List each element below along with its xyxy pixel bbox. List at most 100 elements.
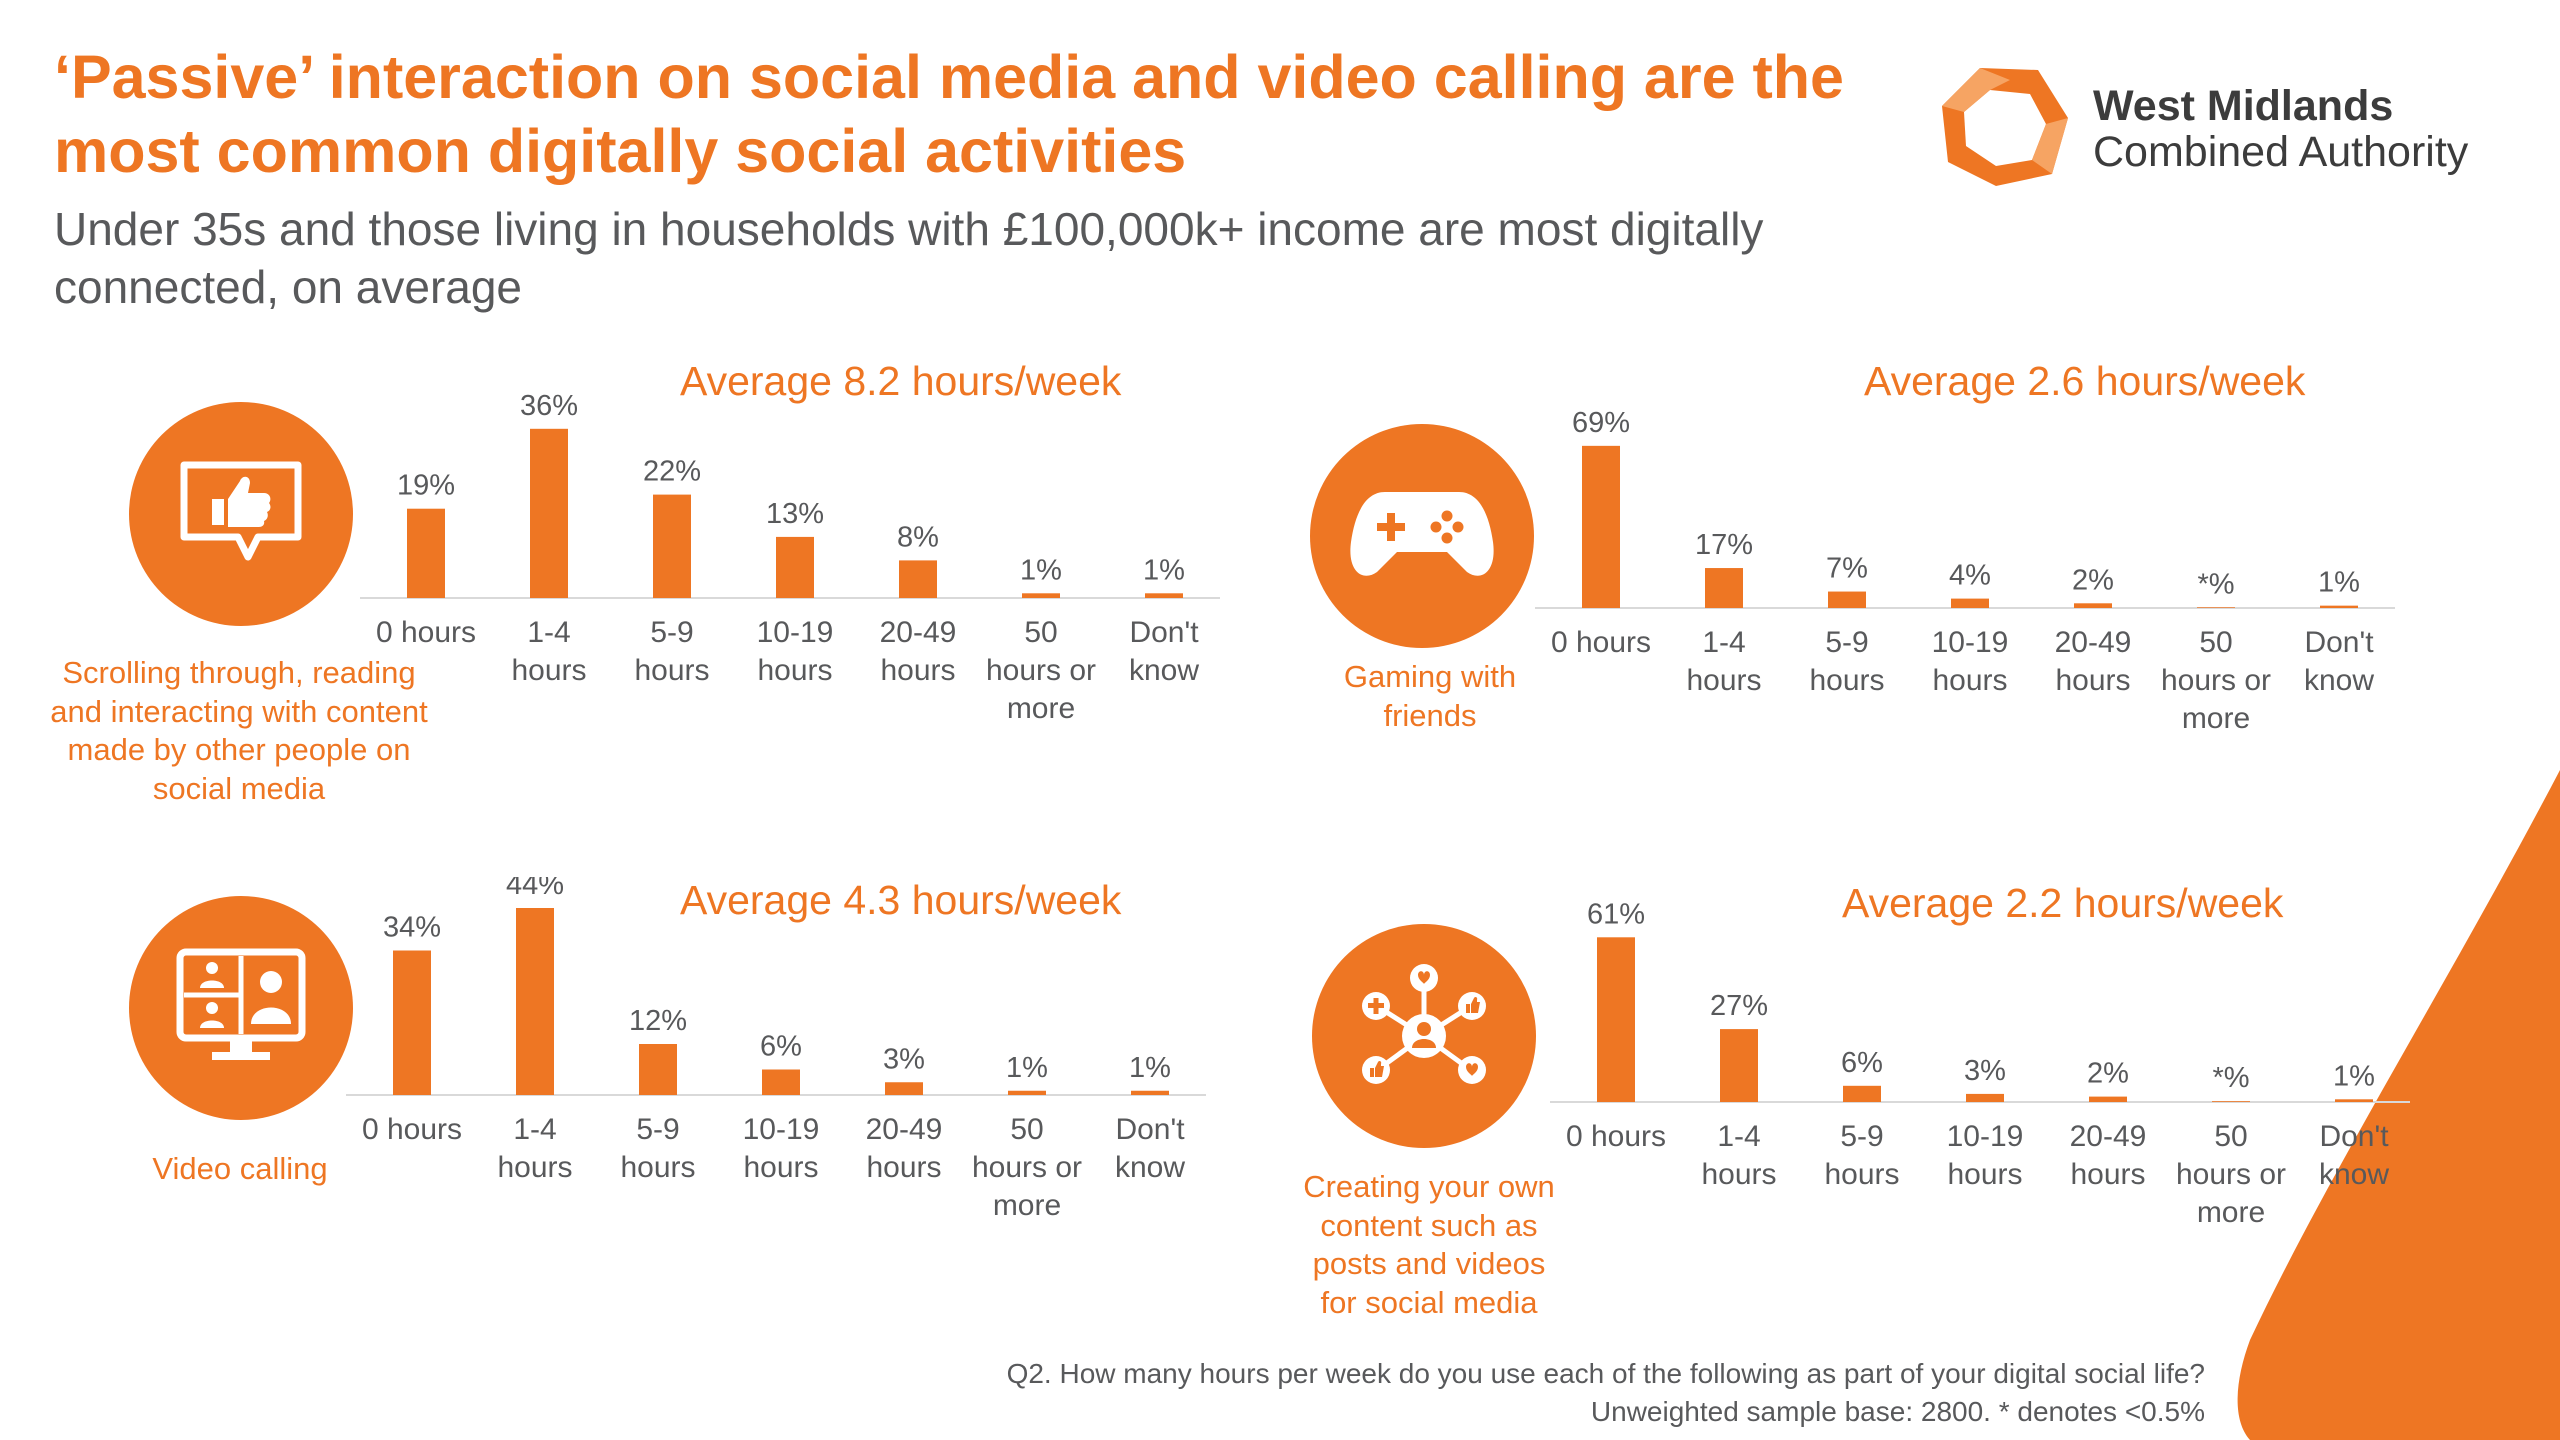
panel2-icon-circle — [1310, 424, 1534, 648]
category-label-4: 10-19 hours — [743, 1113, 820, 1184]
bar-5 — [2089, 1096, 2127, 1102]
data-label-5: 2% — [2072, 564, 2114, 596]
data-label-5: 3% — [883, 1043, 925, 1075]
category-label-5: 20-49 hours — [2055, 626, 2132, 697]
footnote-question: Q2. How many hours per week do you use e… — [1006, 1358, 2205, 1389]
page-title: ‘Passive’ interaction on social media an… — [54, 43, 1844, 185]
bar-3 — [1843, 1085, 1881, 1102]
data-label-6: 1% — [1006, 1052, 1048, 1084]
panel3-average: Average 4.3 hours/week — [680, 877, 1122, 923]
bar-1 — [1582, 445, 1620, 608]
category-label-2: 1-4 hours — [511, 616, 586, 687]
social-network-hub-icon — [1362, 964, 1486, 1084]
data-label-7: 1% — [1129, 1052, 1171, 1084]
bar-5 — [899, 560, 937, 598]
data-label-6: *% — [2197, 568, 2234, 600]
data-label-3: 12% — [629, 1005, 687, 1037]
data-label-1: 19% — [397, 470, 455, 502]
category-label-4: 10-19 hours — [757, 616, 834, 687]
data-label-5: 8% — [897, 521, 939, 553]
bar-6 — [2197, 607, 2235, 608]
bar-1 — [1597, 937, 1635, 1102]
thumbs-up-speech-bubble-icon — [180, 461, 302, 561]
panel1-icon-circle — [129, 402, 353, 626]
category-label-6: 50 hours or more — [972, 1113, 1082, 1222]
panel3-caption: Video calling — [152, 1151, 328, 1186]
category-label-1: 0 hours — [362, 1113, 462, 1146]
panel3-bar-chart: 34% 0 hours 44% 1-4 hours 12% 5-9 hours 6% 10-19 h… — [346, 877, 1206, 1222]
data-label-4: 6% — [760, 1031, 802, 1063]
bar-3 — [639, 1044, 677, 1095]
panel4-bar-chart: 61% 0 hours 27% 1-4 hours 6% 5-9 hours 3% 10-19 ho… — [1550, 898, 2410, 1229]
data-label-4: 3% — [1964, 1055, 2006, 1087]
footnote-sample-base: Unweighted sample base: 2800. * denotes … — [1590, 1396, 2205, 1427]
category-label-5: 20-49 hours — [880, 616, 957, 687]
category-label-5: 20-49 hours — [2070, 1120, 2147, 1191]
bar-7 — [1131, 1090, 1169, 1095]
data-label-3: 6% — [1841, 1047, 1883, 1079]
data-label-6: *% — [2212, 1062, 2249, 1094]
data-label-4: 13% — [766, 498, 824, 530]
data-label-1: 61% — [1587, 898, 1645, 930]
category-label-7: Don't know — [1115, 1113, 1185, 1184]
page-subtitle: Under 35s and those living in households… — [54, 203, 1764, 313]
data-label-7: 1% — [1143, 554, 1185, 586]
data-label-5: 2% — [2087, 1058, 2129, 1090]
data-label-3: 22% — [643, 456, 701, 488]
data-label-2: 27% — [1710, 990, 1768, 1022]
panel4-caption: Creating your own content such as posts … — [1303, 1169, 1555, 1320]
category-label-6: 50 hours or more — [986, 616, 1096, 725]
panel1-bar-chart: 19% 0 hours 36% 1-4 hours 22% 5-9 hours 13% 10-19… — [360, 390, 1220, 725]
data-label-1: 34% — [383, 912, 441, 944]
bar-6 — [2212, 1101, 2250, 1102]
video-call-monitor-icon — [176, 948, 306, 1060]
data-label-3: 7% — [1826, 553, 1868, 585]
data-label-4: 4% — [1949, 560, 1991, 592]
panel3-icon-circle — [129, 896, 353, 1120]
bar-2 — [516, 908, 554, 1095]
data-label-6: 1% — [1020, 554, 1062, 586]
bar-5 — [2074, 603, 2112, 608]
category-label-4: 10-19 hours — [1932, 626, 2009, 697]
bar-7 — [1145, 593, 1183, 598]
bar-2 — [530, 428, 568, 598]
panel1-caption: Scrolling through, reading and interacti… — [50, 655, 428, 806]
bar-3 — [1828, 591, 1866, 608]
bar-6 — [1022, 593, 1060, 598]
category-label-2: 1-4 hours — [1686, 626, 1761, 697]
category-label-3: 5-9 hours — [1809, 626, 1884, 697]
category-label-4: 10-19 hours — [1947, 1120, 2024, 1191]
category-label-7: Don't know — [1129, 616, 1199, 687]
data-label-7: 1% — [2333, 1060, 2375, 1092]
category-label-2: 1-4 hours — [1701, 1120, 1776, 1191]
category-label-1: 0 hours — [376, 616, 476, 649]
category-label-6: 50 hours or more — [2161, 626, 2271, 735]
logo-text: West Midlands Combined Authority — [2093, 83, 2468, 175]
data-label-2: 17% — [1695, 529, 1753, 561]
category-label-1: 0 hours — [1551, 626, 1651, 659]
logo-line2: Combined Authority — [2093, 128, 2469, 176]
data-label-7: 1% — [2318, 567, 2360, 599]
footnote: Q2. How many hours per week do you use e… — [1007, 1355, 2205, 1431]
wmca-logo-icon — [1942, 68, 2068, 186]
game-controller-icon — [1350, 492, 1494, 576]
category-label-5: 20-49 hours — [866, 1113, 943, 1184]
category-label-3: 5-9 hours — [1824, 1120, 1899, 1191]
bar-6 — [1008, 1090, 1046, 1095]
bar-7 — [2335, 1099, 2373, 1102]
bar-5 — [885, 1082, 923, 1095]
category-label-3: 5-9 hours — [634, 616, 709, 687]
data-label-1: 69% — [1572, 407, 1630, 439]
bar-4 — [776, 536, 814, 598]
logo-line1: West Midlands — [2093, 82, 2394, 130]
bar-4 — [1951, 598, 1989, 608]
bar-1 — [407, 508, 445, 598]
bar-4 — [762, 1069, 800, 1095]
category-label-3: 5-9 hours — [620, 1113, 695, 1184]
category-label-7: Don't know — [2304, 626, 2374, 697]
bar-3 — [653, 494, 691, 598]
category-label-6: 50 hours or more — [2176, 1120, 2286, 1229]
bar-7 — [2320, 605, 2358, 608]
category-label-2: 1-4 hours — [497, 1113, 572, 1184]
